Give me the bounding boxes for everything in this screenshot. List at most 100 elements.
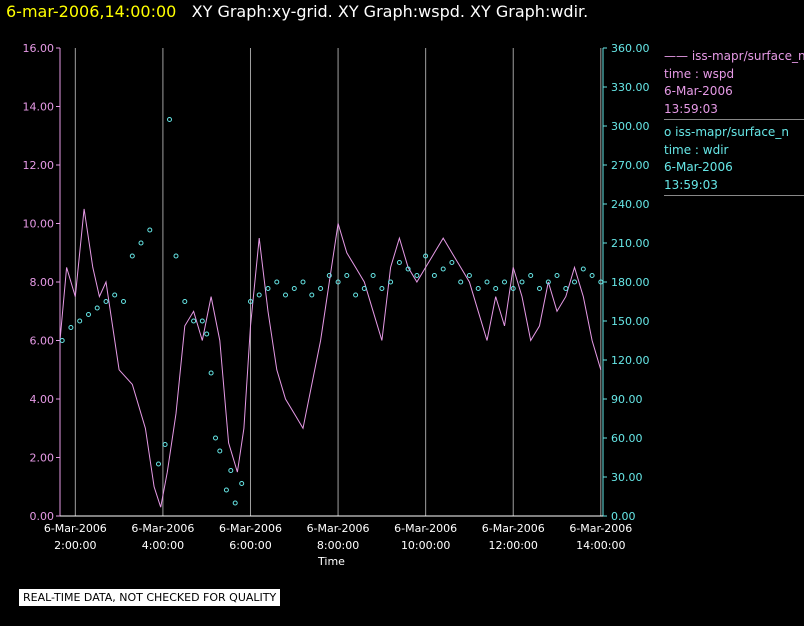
wdir-point [449, 260, 455, 265]
legend-text-line: time : wdir [664, 142, 729, 157]
graph-title: XY Graph:xy-grid. XY Graph:wspd. XY Grap… [191, 2, 589, 21]
x-tick-date: 6-Mar-2006 [307, 522, 370, 535]
wdir-point [528, 273, 534, 278]
wdir-point [167, 117, 172, 122]
x-tick-date: 6-Mar-2006 [569, 522, 632, 535]
wdir-point [223, 487, 229, 493]
wdir-point [572, 279, 577, 285]
legend-text-line: 13:59:03 [664, 101, 718, 116]
x-tick-time: 12:00:00 [489, 539, 538, 552]
right-tick-label: 150.00 [611, 315, 650, 328]
wdir-point [458, 279, 464, 285]
wdir-point [537, 286, 542, 291]
wdir-point [112, 292, 118, 298]
wdir-point [563, 286, 569, 291]
left-tick-label: 4.00 [30, 393, 55, 406]
x-tick-time: 4:00:00 [142, 539, 184, 552]
x-tick-time: 6:00:00 [229, 539, 271, 552]
grid-lines [74, 48, 602, 516]
legend-entry-wspd: —— iss-mapr/surface_n time : wspd 6-Mar-20… [664, 48, 804, 120]
wspd-line [59, 208, 602, 508]
left-tick-label: 14.00 [23, 101, 55, 114]
wspd-series [59, 208, 602, 508]
legend-title-line: —— iss-mapr/surface_n [664, 48, 804, 66]
left-tick-label: 6.00 [30, 335, 55, 348]
legend-symbol: o [664, 125, 672, 139]
right-tick-label: 0.00 [611, 510, 636, 523]
wdir-point [300, 279, 306, 285]
x-tick-date: 6-Mar-2006 [482, 522, 545, 535]
wdir-point [344, 273, 350, 278]
wdir-point [86, 312, 91, 317]
wdir-point [77, 318, 83, 324]
wdir-point [405, 266, 411, 272]
wdir-point [414, 273, 420, 278]
right-tick-label: 210.00 [611, 237, 650, 250]
wdir-point [213, 435, 218, 441]
wdir-point [182, 299, 188, 304]
wdir-point [361, 286, 367, 291]
legend-text-line: time : wspd [664, 66, 735, 81]
wdir-point [353, 292, 359, 298]
wdir-point [598, 279, 604, 285]
wdir-point [283, 292, 288, 298]
legend-symbol: —— [664, 49, 688, 63]
wdir-point [423, 253, 429, 259]
x-tick-time: 14:00:00 [576, 539, 625, 552]
wdir-point [502, 279, 507, 285]
wdir-point [291, 286, 297, 291]
wdir-point [232, 500, 238, 506]
wdir-point [121, 299, 126, 304]
wdir-point [589, 273, 595, 278]
right-tick-label: 300.00 [611, 120, 650, 133]
wdir-point [173, 253, 179, 259]
wdir-point [228, 468, 234, 473]
wdir-point [335, 279, 341, 285]
right-tick-label: 120.00 [611, 354, 650, 367]
wdir-point [68, 325, 74, 330]
x-tick-time: 10:00:00 [401, 539, 450, 552]
right-tick-label: 180.00 [611, 276, 650, 289]
wdir-point [519, 279, 525, 285]
wdir-point [162, 442, 168, 447]
right-tick-label: 60.00 [611, 432, 643, 445]
wdir-point [580, 266, 586, 272]
wdir-point [466, 273, 472, 278]
wdir-point [379, 286, 385, 291]
wdir-point [493, 286, 499, 291]
x-tick-date: 6-Mar-2006 [44, 522, 107, 535]
x-axis-label: Time [317, 555, 345, 568]
left-tick-label: 16.00 [23, 42, 55, 55]
right-tick-label: 240.00 [611, 198, 650, 211]
legend: —— iss-mapr/surface_n time : wspd 6-Mar-20… [664, 48, 804, 200]
wdir-point [274, 279, 280, 285]
wdir-point [204, 331, 210, 337]
legend-text-line: 6-Mar-2006 [664, 160, 733, 174]
wdir-point [318, 286, 324, 291]
wdir-point [370, 273, 376, 278]
legend-text-line: 6-Mar-2006 [664, 84, 733, 98]
wdir-point [396, 260, 402, 265]
wdir-point [103, 299, 109, 304]
right-tick-label: 270.00 [611, 159, 650, 172]
x-tick-time: 8:00:00 [317, 539, 359, 552]
wdir-point [94, 305, 100, 311]
wdir-point [248, 299, 253, 304]
wdir-point [156, 461, 161, 467]
wdir-point [440, 266, 446, 272]
wdir-point [326, 273, 332, 278]
wdir-point [199, 318, 205, 324]
wdir-point [138, 240, 144, 246]
legend-text-line: 13:59:03 [664, 177, 718, 192]
legend-title-line: o iss-mapr/surface_n [664, 124, 804, 142]
wdir-point [431, 273, 437, 278]
wdir-point [554, 273, 560, 278]
wdir-point [388, 279, 394, 285]
wdir-point [59, 338, 65, 343]
left-tick-label: 0.00 [30, 510, 55, 523]
wdir-series [59, 117, 604, 506]
legend-entry-wdir: o iss-mapr/surface_n time : wdir 6-Mar-200… [664, 124, 804, 196]
legend-label: iss-mapr/surface_n [688, 49, 804, 63]
quality-notice: REAL-TIME DATA, NOT CHECKED FOR QUALITY [19, 589, 281, 606]
